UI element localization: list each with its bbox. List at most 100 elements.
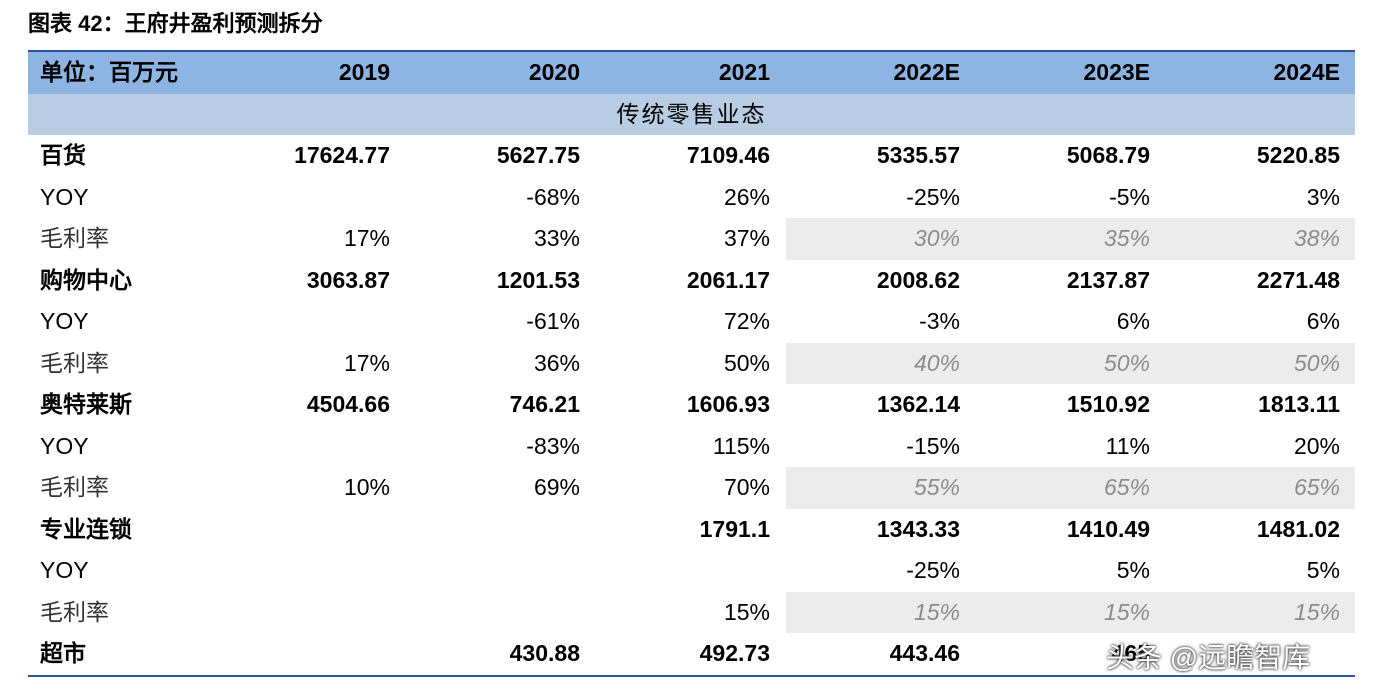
- row-label: 毛利率: [40, 474, 109, 500]
- cell: 70%: [723, 474, 770, 500]
- row-label: 毛利率: [40, 349, 109, 376]
- cell: 36%: [533, 349, 580, 376]
- cell: 1343.33: [876, 515, 960, 542]
- table: 单位：百万元 2019 2020 2021 2022E 2023E 2024E 传统零售业态百…: [28, 50, 1355, 677]
- forecast-shade: [786, 467, 1355, 509]
- data-row: 毛利率 10% 69% 70% 55% 65% 65%: [28, 467, 1355, 509]
- header-cell: 2022E: [893, 59, 960, 85]
- header-cell: 2020: [528, 59, 580, 85]
- row-label: 毛利率: [40, 598, 109, 625]
- data-row: YOY -83% 115% -15% 11% 20%: [28, 426, 1355, 468]
- forecast-shade: [786, 591, 1355, 633]
- cell: 115%: [712, 432, 770, 459]
- data-row: 毛利率 17% 33% 37% 30% 35% 38%: [28, 218, 1355, 260]
- cell: 6%: [1116, 308, 1150, 334]
- cell: 2061.17: [686, 266, 770, 293]
- cell: 465: [1111, 640, 1150, 666]
- data-row: 毛利率 15% 15% 15% 15%: [28, 591, 1355, 633]
- forecast-shade: [786, 342, 1355, 384]
- cell: 2137.87: [1066, 266, 1150, 293]
- header-cell: 2023E: [1083, 59, 1150, 85]
- cell: 7109.46: [686, 142, 770, 168]
- cell: 17%: [343, 225, 390, 251]
- cell: 5335.57: [876, 142, 960, 168]
- cell: 1606.93: [686, 391, 770, 417]
- cell: -68%: [526, 183, 580, 210]
- data-row: 超市 430.88 492.73 443.46 465: [28, 633, 1355, 675]
- cell: 5%: [1116, 557, 1150, 583]
- cell: 11%: [1105, 432, 1150, 459]
- cell: 492.73: [699, 640, 770, 666]
- cell: 69%: [533, 474, 580, 500]
- cell: 2008.62: [876, 266, 960, 293]
- row-label: YOY: [40, 308, 89, 334]
- cell: 65%: [1103, 474, 1150, 500]
- cell: -5%: [1109, 183, 1150, 210]
- cell: 1410.49: [1066, 515, 1150, 542]
- section-row: 传统零售业态: [28, 93, 1355, 135]
- cell: 3063.87: [306, 266, 390, 293]
- data-row: YOY -25% 5% 5%: [28, 550, 1355, 592]
- cell: -15%: [906, 432, 960, 459]
- cell: 5627.75: [496, 142, 580, 168]
- cell: 4504.66: [306, 391, 390, 417]
- cell: 15%: [1103, 598, 1150, 625]
- cell: 1510.92: [1066, 391, 1150, 417]
- cell: -25%: [906, 557, 960, 583]
- cell: 72%: [723, 308, 770, 334]
- row-label: 奥特莱斯: [40, 391, 132, 417]
- data-row: YOY -68% 26% -25% -5% 3%: [28, 177, 1355, 219]
- cell: 15%: [913, 598, 960, 625]
- cell: 38%: [1293, 225, 1340, 251]
- data-row: 专业连锁 1791.1 1343.33 1410.49 1481.02: [28, 509, 1355, 551]
- row-label: 百货: [40, 142, 86, 168]
- cell: -61%: [526, 308, 580, 334]
- row-label: YOY: [40, 432, 89, 459]
- cell: 5068.79: [1066, 142, 1150, 168]
- header-cell: 2019: [338, 59, 390, 85]
- cell: 55%: [913, 474, 960, 500]
- cell: 17%: [343, 349, 390, 376]
- cell: 3%: [1306, 183, 1340, 210]
- data-row: 奥特莱斯 4504.66 746.21 1606.93 1362.14 1510.92 18…: [28, 384, 1355, 426]
- header-cell: 2024E: [1273, 59, 1340, 85]
- row-label: 专业连锁: [40, 515, 132, 542]
- cell: -83%: [526, 432, 580, 459]
- cell: 20%: [1293, 432, 1340, 459]
- cell: 50%: [723, 349, 770, 376]
- cell: 10%: [343, 474, 390, 500]
- title: 图表 42：王府井盈利预测拆分: [28, 11, 323, 36]
- cell: 2271.48: [1256, 266, 1340, 293]
- data-row: YOY -61% 72% -3% 6% 6%: [28, 301, 1355, 343]
- row-label: 超市: [40, 640, 86, 666]
- data-row: 毛利率 17% 36% 50% 40% 50% 50%: [28, 342, 1355, 384]
- cell: 50%: [1293, 349, 1340, 376]
- header-cell: 2021: [718, 59, 770, 85]
- cell: 430.88: [509, 640, 580, 666]
- cell: 6%: [1306, 308, 1340, 334]
- cell: 746.21: [509, 391, 580, 417]
- cell: 37%: [723, 225, 770, 251]
- forecast-shade: [786, 218, 1355, 260]
- header-cell: 单位：百万元: [40, 59, 178, 85]
- cell: 15%: [723, 598, 770, 625]
- row-label: 购物中心: [40, 266, 132, 293]
- cell: -25%: [906, 183, 960, 210]
- cell: 17624.77: [294, 142, 390, 168]
- row-label: YOY: [40, 183, 89, 210]
- cell: 443.46: [889, 640, 960, 666]
- cell: 1362.14: [876, 391, 960, 417]
- cell: 40%: [913, 349, 960, 376]
- cell: 30%: [913, 225, 960, 251]
- row-label: YOY: [40, 557, 89, 583]
- header-row: 单位：百万元 2019 2020 2021 2022E 2023E 2024E: [28, 52, 1355, 94]
- cell: 1201.53: [496, 266, 580, 293]
- data-row: 购物中心 3063.87 1201.53 2061.17 2008.62 2137.87 2…: [28, 260, 1355, 302]
- cell: 1791.1: [699, 515, 770, 542]
- data-row: 百货 17624.77 5627.75 7109.46 5335.57 5068.79 52…: [28, 135, 1355, 177]
- cell: 65%: [1293, 474, 1340, 500]
- cell: 26%: [723, 183, 770, 210]
- cell: 5%: [1306, 557, 1340, 583]
- cell: 1813.11: [1258, 391, 1340, 417]
